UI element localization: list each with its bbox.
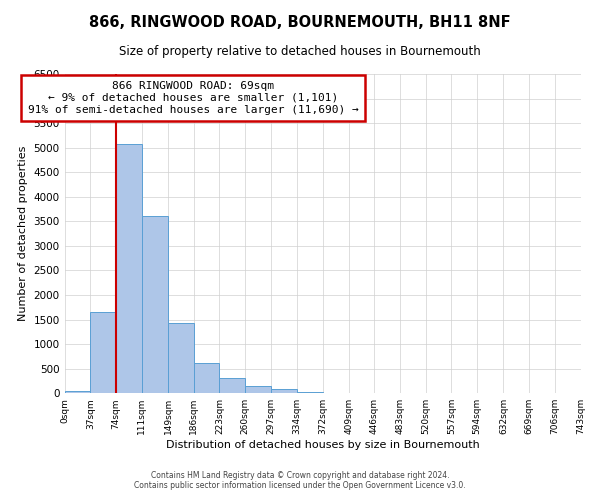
- Text: Contains HM Land Registry data © Crown copyright and database right 2024.
Contai: Contains HM Land Registry data © Crown c…: [134, 470, 466, 490]
- Bar: [116, 144, 142, 393]
- Bar: [245, 386, 271, 393]
- Bar: [220, 378, 245, 393]
- Y-axis label: Number of detached properties: Number of detached properties: [18, 146, 28, 322]
- X-axis label: Distribution of detached houses by size in Bournemouth: Distribution of detached houses by size …: [166, 440, 479, 450]
- Bar: [296, 392, 323, 393]
- Text: 866, RINGWOOD ROAD, BOURNEMOUTH, BH11 8NF: 866, RINGWOOD ROAD, BOURNEMOUTH, BH11 8N…: [89, 15, 511, 30]
- Bar: [142, 216, 168, 393]
- Bar: [194, 364, 220, 393]
- Bar: [271, 390, 296, 393]
- Text: Size of property relative to detached houses in Bournemouth: Size of property relative to detached ho…: [119, 45, 481, 58]
- Text: 866 RINGWOOD ROAD: 69sqm
← 9% of detached houses are smaller (1,101)
91% of semi: 866 RINGWOOD ROAD: 69sqm ← 9% of detache…: [28, 82, 358, 114]
- Bar: [90, 312, 116, 393]
- Bar: [168, 323, 194, 393]
- Bar: [65, 391, 90, 393]
